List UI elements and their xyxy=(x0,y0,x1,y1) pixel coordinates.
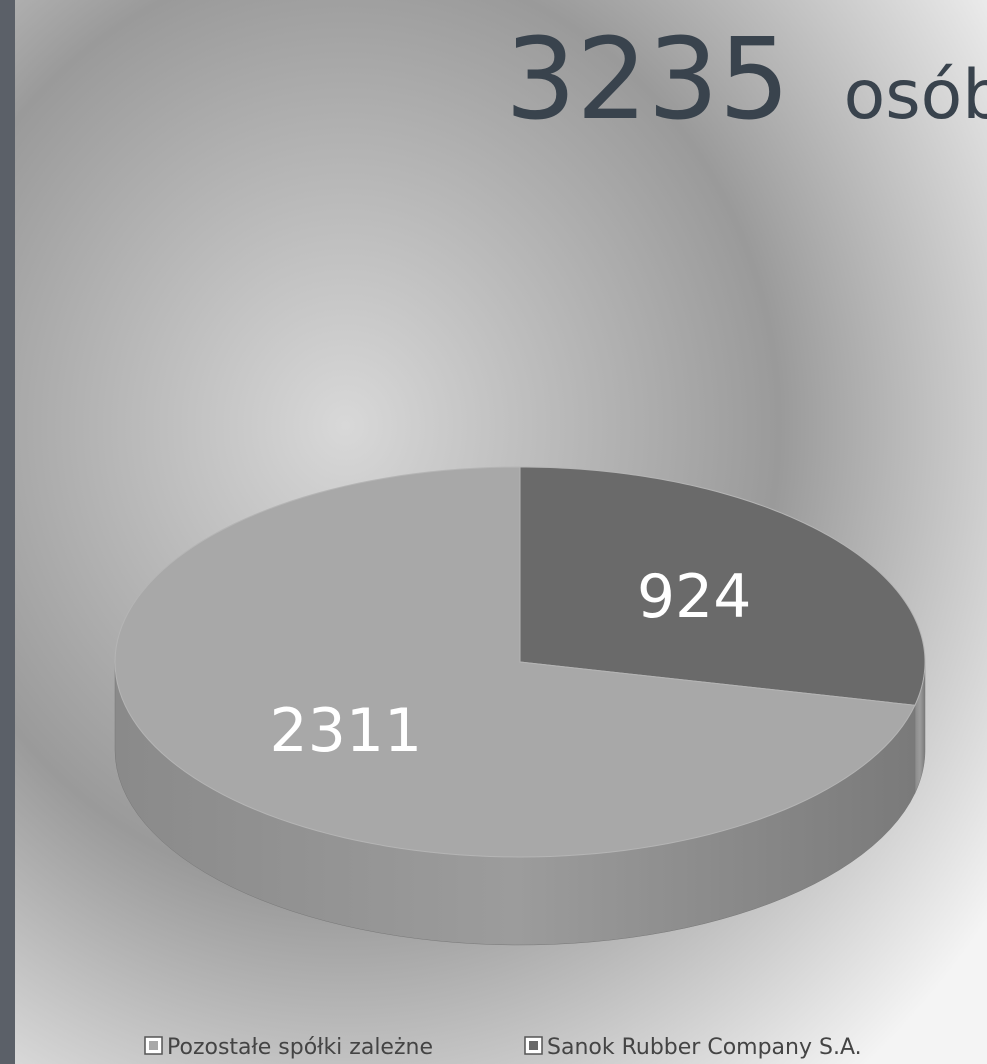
legend-label: Pozostałe spółki zależne xyxy=(167,1035,433,1060)
legend: Pozostałe spółki zależne Sanok Rubber Com… xyxy=(144,1035,862,1060)
legend-swatch-fill xyxy=(529,1041,538,1050)
title-unit: osób xyxy=(844,56,987,135)
legend-label: Sanok Rubber Company S.A. xyxy=(547,1035,862,1060)
value-label: 924 xyxy=(637,562,752,632)
pie-slice xyxy=(519,466,926,706)
pie-slice xyxy=(114,466,916,858)
legend-swatch-fill xyxy=(149,1041,158,1050)
value-label: 2311 xyxy=(270,696,423,766)
chart-title: 3235 osób xyxy=(505,15,987,145)
title-number: 3235 xyxy=(505,15,790,145)
pie: 924 2311 xyxy=(114,466,926,946)
side-strip xyxy=(0,0,15,1064)
